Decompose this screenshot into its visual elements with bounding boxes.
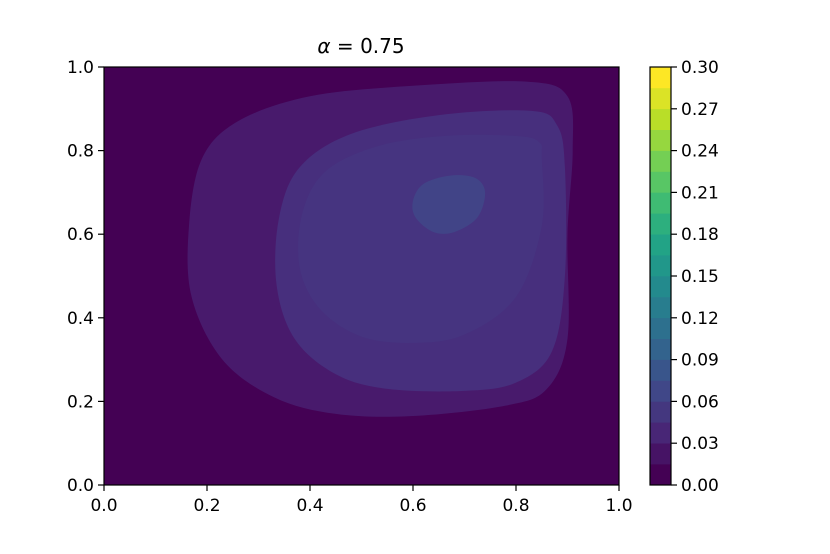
y-tick-label: 0.2 — [67, 392, 94, 412]
colorbar-band — [650, 359, 671, 381]
colorbar-band — [650, 275, 671, 298]
y-tick-label: 1.0 — [67, 58, 94, 78]
colorbar-band — [650, 66, 671, 89]
colorbar-tick-label: 0.30 — [681, 58, 719, 78]
y-tick-label: 0.6 — [67, 225, 94, 245]
colorbar-band — [650, 108, 671, 130]
colorbar-band — [650, 338, 671, 360]
colorbar-band — [650, 192, 671, 214]
x-tick-label: 0.2 — [193, 496, 220, 516]
x-tick-label: 1.0 — [605, 496, 632, 516]
contour-level-0.060-0.075 — [412, 175, 486, 234]
colorbar-band — [650, 129, 671, 151]
colorbar-axis: 0.00 0.03 0.06 0.09 0.12 0.15 0.18 0.21 0.24 0.27… — [671, 58, 719, 496]
colorbar-band — [650, 87, 671, 110]
colorbar-band — [650, 463, 671, 486]
y-tick-label: 0.4 — [67, 309, 94, 329]
colorbar-band — [650, 233, 671, 256]
x-tick-label: 0.4 — [296, 496, 323, 516]
colorbar-band — [650, 213, 671, 235]
colorbar-tick-label: 0.27 — [681, 100, 719, 120]
colorbar-tick-label: 0.15 — [681, 267, 719, 287]
colorbar-band — [650, 442, 671, 465]
y-tick-label: 0.0 — [67, 476, 94, 496]
colorbar-band — [650, 380, 671, 402]
colorbar-tick-label: 0.24 — [681, 142, 719, 162]
x-tick-label: 0.8 — [502, 496, 529, 516]
colorbar-band — [650, 317, 671, 339]
chart-title: α = 0.75 — [317, 34, 404, 58]
colorbar-tick-label: 0.18 — [681, 225, 719, 245]
colorbar-band — [650, 422, 671, 444]
colorbar-tick-label: 0.21 — [681, 183, 719, 203]
y-tick-label: 0.8 — [67, 142, 94, 162]
colorbar-tick-label: 0.06 — [681, 392, 719, 412]
colorbar-tick-label: 0.03 — [681, 434, 719, 454]
x-tick-label: 0.0 — [90, 496, 117, 516]
colorbar-band — [650, 150, 671, 172]
colorbar-tick-label: 0.12 — [681, 309, 719, 329]
colorbar-tick-label: 0.00 — [681, 476, 719, 496]
x-tick-label: 0.6 — [399, 496, 426, 516]
x-axis: 0.0 0.2 0.4 0.6 0.8 1.0 — [90, 485, 633, 516]
y-axis: 0.0 0.2 0.4 0.6 0.8 1.0 — [67, 58, 104, 496]
colorbar-band — [650, 171, 671, 193]
plot-frame — [103, 66, 620, 486]
colorbar-band — [650, 296, 671, 319]
colorbar — [649, 66, 672, 486]
colorbar-tick-label: 0.09 — [681, 351, 719, 371]
colorbar-band — [650, 401, 671, 423]
contour-fills — [104, 67, 619, 485]
colorbar-band — [650, 254, 671, 277]
